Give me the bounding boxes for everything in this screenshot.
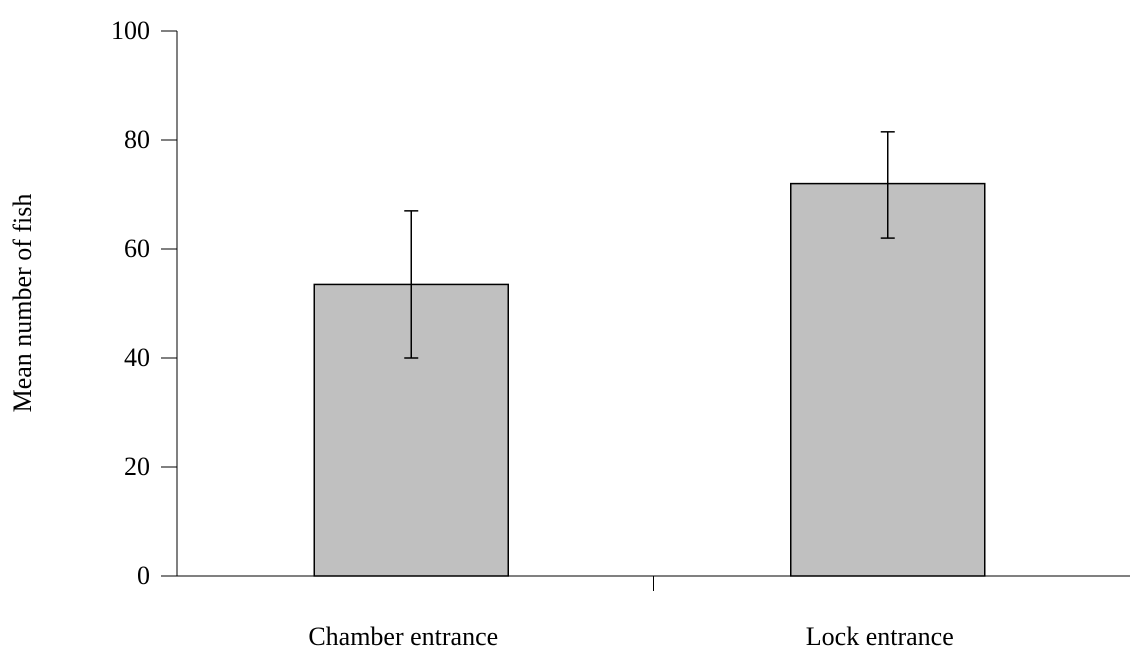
y-tick-label: 100 (111, 16, 150, 45)
x-category-label: Chamber entrance (308, 622, 498, 651)
error-bars (404, 131, 895, 359)
y-axis: 0 20 40 60 80 100 (111, 16, 178, 590)
y-axis-label: Mean number of fish (8, 194, 37, 413)
bars (313, 182, 986, 577)
y-tick-label: 40 (124, 343, 150, 372)
y-tick-label: 60 (124, 234, 150, 263)
x-category-label: Lock entrance (806, 622, 954, 651)
y-tick-label: 80 (124, 125, 150, 154)
y-tick-label: 20 (124, 452, 150, 481)
x-axis: Chamber entrance Lock entrance (177, 575, 1130, 651)
bar (790, 182, 986, 577)
y-tick-label: 0 (137, 561, 150, 590)
